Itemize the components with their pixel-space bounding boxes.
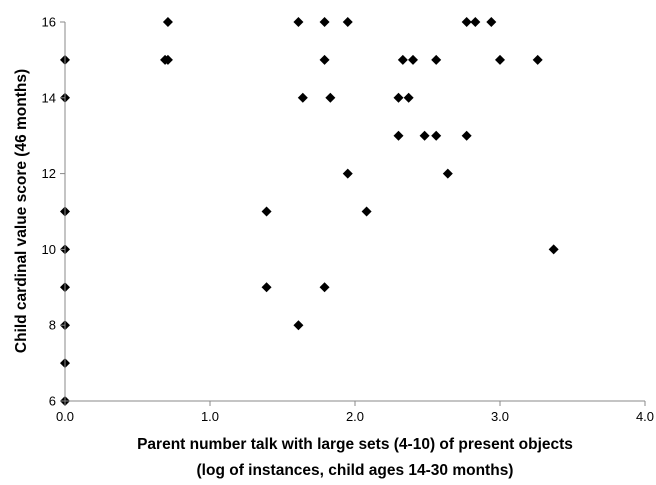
x-axis-label-line-2: (log of instances, child ages 14-30 mont… <box>197 462 514 479</box>
y-tick-label: 8 <box>49 318 56 333</box>
data-point-diamond <box>532 54 543 65</box>
data-point-diamond <box>431 54 442 65</box>
y-axis-label: Child cardinal value score (46 months) <box>13 69 30 353</box>
y-tick-label: 16 <box>42 15 56 30</box>
data-point-diamond <box>162 17 173 27</box>
y-tick-label: 14 <box>42 90 56 105</box>
y-tick-label: 10 <box>42 242 56 257</box>
y-tick-label: 6 <box>49 394 56 409</box>
data-point-diamond <box>470 17 481 27</box>
axis-ticks: 6 8 10 12 14 16 0.0 1.0 2.0 3.0 4.0 <box>42 15 655 425</box>
x-tick-label: 1.0 <box>201 409 219 424</box>
data-point-diamond <box>342 168 353 179</box>
data-point-diamond <box>293 320 304 331</box>
data-point-diamond <box>162 54 173 65</box>
data-point-diamond <box>261 282 272 293</box>
data-point-diamond <box>461 130 472 141</box>
data-point-diamond <box>403 92 414 103</box>
data-point-diamond <box>408 54 418 65</box>
data-point-diamond <box>361 206 372 217</box>
data-point-diamond <box>293 17 304 27</box>
data-point-diamond <box>325 92 336 103</box>
data-point-diamond <box>319 17 330 27</box>
data-points <box>60 17 559 406</box>
data-point-diamond <box>431 130 442 141</box>
data-point-diamond <box>397 54 408 65</box>
x-axis-label-line-1: Parent number talk with large sets (4-10… <box>137 436 573 453</box>
x-tick-label: 4.0 <box>636 409 654 424</box>
x-tick-label: 0.0 <box>56 409 74 424</box>
data-point-diamond <box>261 206 272 217</box>
x-tick-label: 3.0 <box>491 409 509 424</box>
data-point-diamond <box>461 17 472 27</box>
data-point-diamond <box>548 244 559 255</box>
data-point-diamond <box>495 54 505 65</box>
x-tick-label: 2.0 <box>346 409 364 424</box>
data-point-diamond <box>297 92 308 103</box>
data-point-diamond <box>419 130 430 141</box>
data-point-diamond <box>319 282 330 293</box>
data-point-diamond <box>393 92 404 103</box>
data-point-diamond <box>319 54 330 65</box>
data-point-diamond <box>442 168 453 179</box>
data-point-diamond <box>486 17 497 27</box>
data-point-diamond <box>342 17 353 27</box>
data-point-diamond <box>393 130 404 141</box>
y-tick-label: 12 <box>42 166 56 181</box>
